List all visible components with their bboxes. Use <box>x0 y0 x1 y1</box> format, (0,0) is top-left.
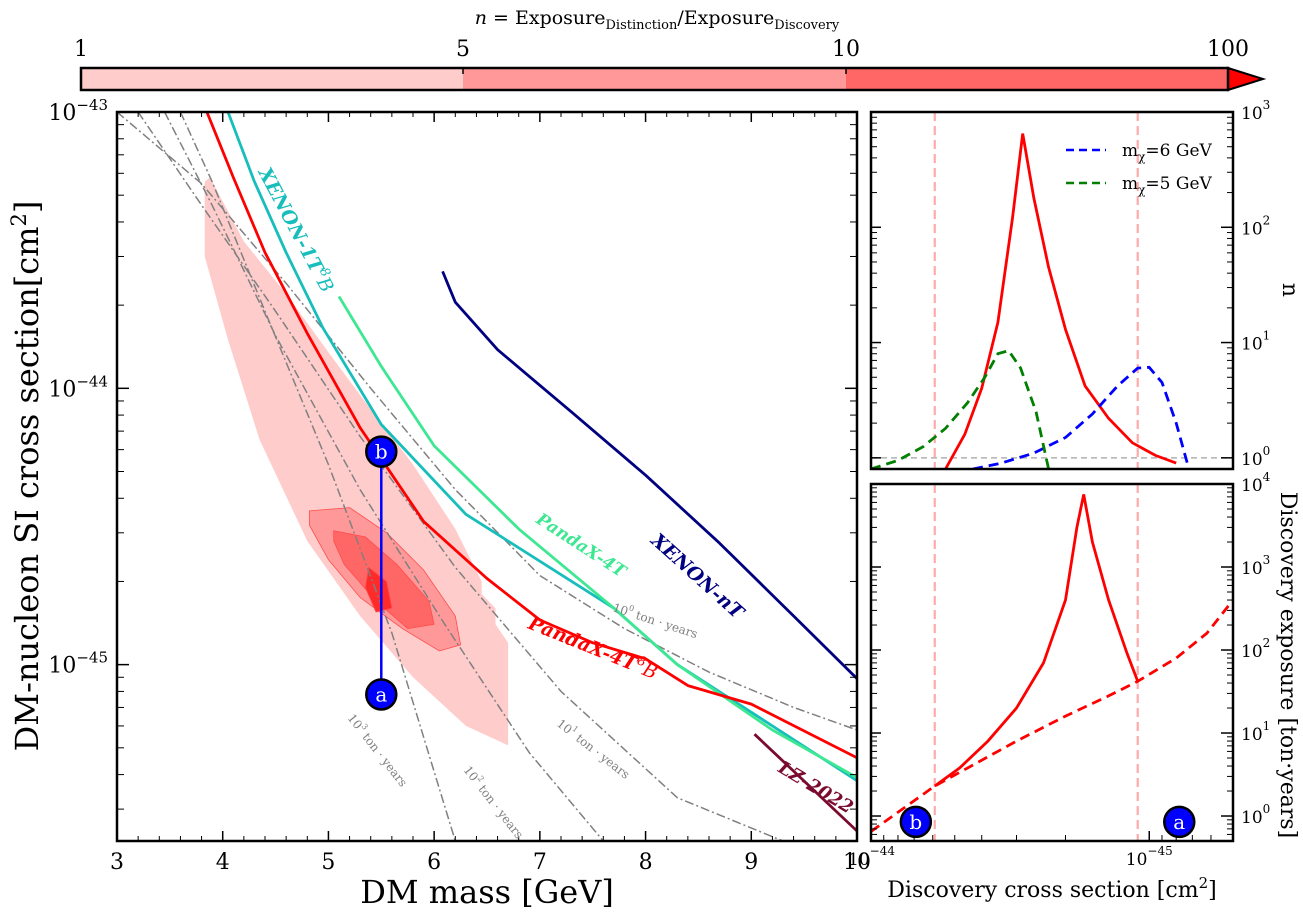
exposure-curve-1e2 <box>163 112 604 841</box>
colorbar-tick-label: 5 <box>456 37 470 62</box>
main-x-axis-label: DM mass [GeV] <box>360 873 614 911</box>
discovery-exposure-curves <box>871 484 1233 841</box>
exposure-curves <box>117 112 857 841</box>
label-lz-2022: LZ-2022 <box>774 757 857 818</box>
n-ratio-y-axis-label: n <box>1277 283 1302 297</box>
legend: mχ=6 GeV mχ=5 GeV <box>1066 141 1213 197</box>
colorbar-segment-1-5 <box>81 68 463 90</box>
label-pandax-4t: PandaX-4T <box>531 509 630 583</box>
exposure-label-1e0: 100 ton · years <box>611 599 700 642</box>
series-xenon-nt <box>441 270 857 680</box>
point-a: a <box>365 678 398 711</box>
n-ratio-panel: 100 101 102 103 n mχ=6 GeV mχ=5 GeV <box>869 98 1302 471</box>
n-ratio-curves <box>871 112 1233 469</box>
exposure-label-1e3: 103 ton · years <box>345 710 412 789</box>
colorbar-title: n = ExposureDistinction/ExposureDiscover… <box>475 7 840 33</box>
point-marker <box>899 805 933 839</box>
colorbar-segment-10-100 <box>846 68 1228 90</box>
x-tick-label: 4 <box>216 850 230 875</box>
point-marker <box>365 435 398 468</box>
exposure-curve-dashed <box>871 599 1233 833</box>
discovery-x-axis-label: Discovery cross section [cm2] <box>887 874 1216 903</box>
exposure-curve-1e1 <box>137 112 784 841</box>
x-tick-label: 6 <box>427 850 441 875</box>
legend-label-6gev: mχ=6 GeV <box>1122 141 1213 164</box>
colorbar-tick-label: 10 <box>832 37 860 62</box>
point-label: a <box>375 682 387 706</box>
exposure-label-1e1: 101 ton · years <box>554 715 633 782</box>
tick-label: 102 <box>1241 213 1270 239</box>
discovery-point-b: b <box>899 805 933 839</box>
point-label: b <box>375 440 388 464</box>
tick-label: 100 <box>1241 444 1270 470</box>
colorbar-extend-arrow <box>1227 66 1267 92</box>
label-xenon-nt: XENON-nT <box>646 529 749 625</box>
series-pandax-4t <box>337 295 857 779</box>
tick-label: 10−44 <box>48 372 108 402</box>
x-tick-label: 5 <box>321 850 335 875</box>
x-tick-label: 3 <box>110 850 124 875</box>
main-frame <box>115 110 859 843</box>
tick-label: 103 <box>1241 98 1270 124</box>
colorbar-frame <box>79 66 1230 92</box>
colorbar-tick-label: 1 <box>74 37 88 62</box>
benchmark-points: ab <box>365 435 398 711</box>
main-ticks: 3 4 5 6 7 8 9 10 10−43 10−44 10−45 <box>48 96 871 875</box>
tick-label: 100 <box>1241 802 1270 828</box>
n-ratio-frame <box>869 110 1235 471</box>
discovery-exposure-frame <box>869 482 1235 843</box>
tick-label: 104 <box>1241 470 1271 496</box>
discovery-exposure-ticks: 100 101 102 103 104 10−44 10−45 <box>848 470 1271 870</box>
n-curve-m-6-GeV <box>972 365 1191 469</box>
tick-label: 102 <box>1241 636 1270 662</box>
point-label: a <box>1173 810 1185 834</box>
discovery-y-axis-label: Discovery exposure [ton·years] <box>1275 492 1300 838</box>
tick-label: 101 <box>1241 329 1270 355</box>
discovery-point-a: a <box>1163 805 1196 839</box>
region-n-1-5 <box>204 177 509 746</box>
n-curve-m-5-GeV <box>871 349 1050 469</box>
point-marker <box>1163 805 1196 839</box>
tick-label: 10−45 <box>1126 844 1173 870</box>
series-pandax-4t-b <box>205 112 857 760</box>
main-y-axis-label: DM-nucleon SI cross section[cm2] <box>7 201 46 752</box>
tick-label: 10−43 <box>48 96 108 126</box>
point-b: b <box>365 435 398 468</box>
x-tick-label: 8 <box>639 850 653 875</box>
tick-label: 10−45 <box>48 649 108 679</box>
region-n--100 <box>364 566 393 613</box>
tick-label: 10−44 <box>848 844 895 870</box>
exposure-curve-1e3 <box>179 112 457 841</box>
x-tick-label: 7 <box>533 850 547 875</box>
exposure-curve-1e0 <box>117 112 857 731</box>
series-lz-2022 <box>753 733 857 833</box>
legend-label-5gev: mχ=5 GeV <box>1122 174 1213 197</box>
x-tick-label: 10 <box>843 850 871 875</box>
colorbar-tick-label: 100 <box>1207 37 1249 62</box>
exposure-label-1e2: 102 ton · years <box>461 762 528 841</box>
distinction-regions <box>204 177 509 746</box>
point-label: b <box>909 810 922 834</box>
limit-curves <box>205 112 857 833</box>
n-ratio-ticks: 100 101 102 103 <box>871 98 1270 470</box>
tick-label: 103 <box>1241 553 1270 579</box>
colorbar: 1 5 10 100 n = ExposureDistinction/Expos… <box>74 7 1267 92</box>
colorbar-segment-5-10 <box>463 68 846 90</box>
x-tick-label: 9 <box>744 850 758 875</box>
exposure-curve-solid <box>933 494 1140 788</box>
point-marker <box>365 678 398 711</box>
tick-label: 101 <box>1241 719 1270 745</box>
